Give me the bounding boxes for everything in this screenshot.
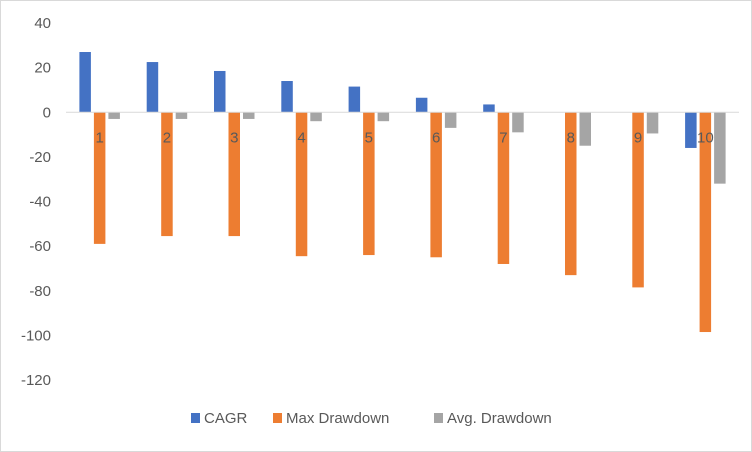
bar-max-drawdown-1 [93, 112, 106, 244]
x-category-label: 6 [432, 129, 440, 146]
legend-swatch [434, 413, 443, 423]
x-category-label: 5 [365, 129, 373, 146]
x-category-label: 10 [697, 129, 714, 146]
bar-max-drawdown-5 [363, 112, 375, 256]
bar-avg-drawdown-6 [444, 112, 457, 128]
x-category-label: 2 [163, 129, 171, 146]
bar-avg-drawdown-5 [377, 112, 390, 122]
bar-cagr-3 [214, 70, 226, 113]
legend-label: Avg. Drawdown [447, 410, 552, 427]
y-tick-label: 20 [34, 60, 51, 77]
y-tick-label: -60 [29, 238, 51, 255]
bar-cagr-10 [685, 112, 697, 148]
bar-cagr-1 [79, 52, 91, 113]
legend-swatch [273, 413, 282, 423]
bar-max-drawdown-2 [161, 112, 173, 237]
y-axis-ticks: 40 20 0 -20 -40 -60 -80 -100 -120 [21, 15, 51, 389]
bar-max-drawdown-3 [228, 112, 240, 237]
y-tick-label: -100 [21, 327, 51, 344]
legend-swatch [191, 413, 200, 423]
bar-avg-drawdown-8 [579, 112, 591, 146]
bar-avg-drawdown-3 [243, 112, 255, 119]
legend-label: Max Drawdown [286, 410, 389, 427]
bar-max-drawdown-9 [632, 112, 644, 288]
bar-cagr-6 [415, 97, 428, 113]
y-tick-label: -80 [29, 283, 51, 300]
bar-cagr-5 [348, 86, 361, 113]
legend-label: CAGR [204, 410, 248, 427]
bar-max-drawdown-10 [699, 112, 712, 333]
bar-max-drawdown-8 [565, 112, 577, 276]
x-axis-categories: 1 2 3 4 5 6 7 8 9 10 [95, 129, 713, 146]
bar-max-drawdown-6 [430, 112, 442, 258]
bar-max-drawdown-4 [295, 112, 308, 257]
bar-cagr-4 [281, 81, 293, 113]
y-tick-label: -20 [29, 149, 51, 166]
bar-avg-drawdown-10 [714, 112, 726, 184]
x-category-label: 3 [230, 129, 238, 146]
x-category-label: 1 [95, 129, 103, 146]
legend: CAGR Max Drawdown Avg. Drawdown [191, 410, 552, 427]
bar-avg-drawdown-9 [646, 112, 659, 134]
x-category-label: 8 [567, 129, 575, 146]
x-category-label: 7 [499, 129, 507, 146]
y-tick-label: -40 [29, 194, 51, 211]
x-category-label: 9 [634, 129, 642, 146]
bar-max-drawdown-7 [497, 112, 510, 264]
bar-cagr-2 [146, 62, 159, 113]
y-tick-label: 0 [43, 104, 51, 121]
bar-avg-drawdown-1 [108, 112, 120, 119]
x-category-label: 4 [297, 129, 305, 146]
bar-avg-drawdown-2 [175, 112, 188, 119]
bar-cagr-7 [483, 104, 495, 113]
y-tick-label: -120 [21, 372, 51, 389]
bar-avg-drawdown-4 [310, 112, 322, 122]
bar-avg-drawdown-7 [512, 112, 524, 133]
y-tick-label: 40 [34, 15, 51, 32]
bars-layer [79, 52, 726, 333]
